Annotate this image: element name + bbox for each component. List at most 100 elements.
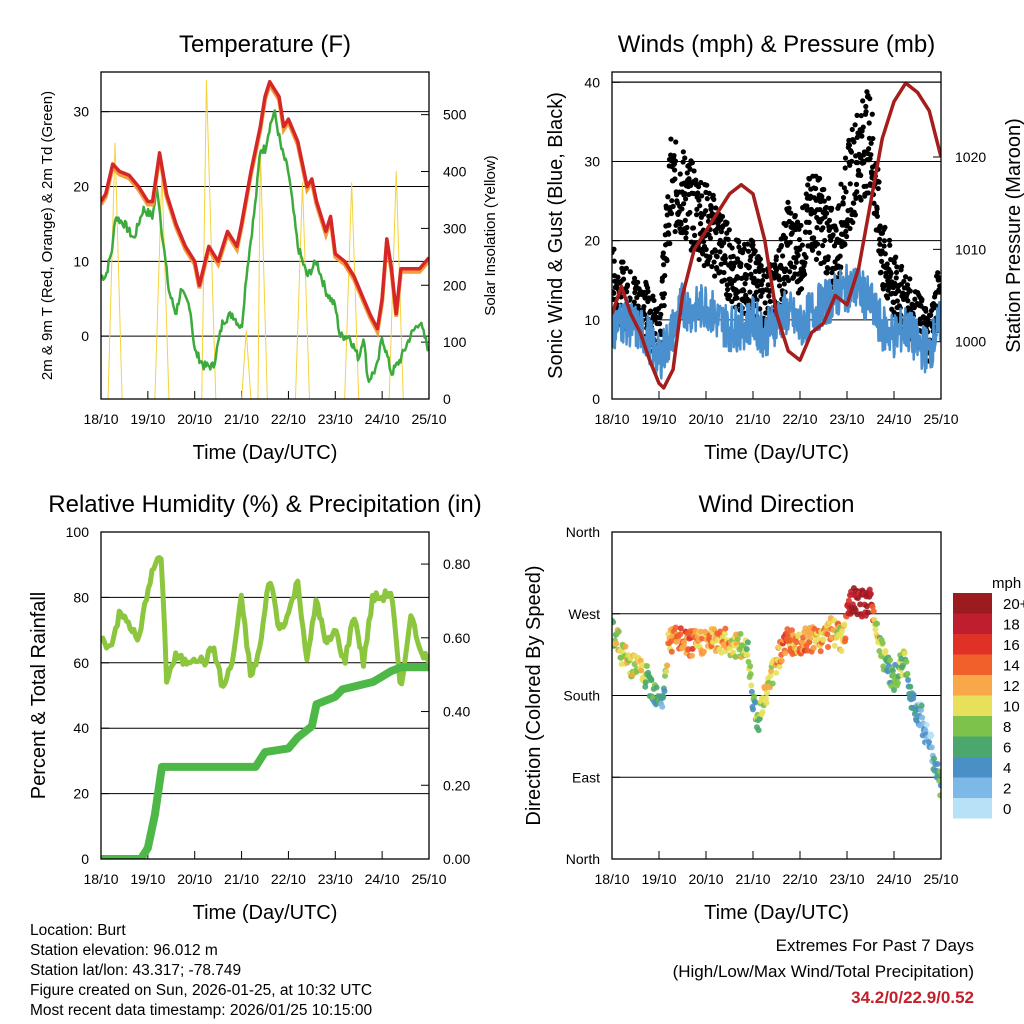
- gust-point: [697, 221, 704, 227]
- gust-point: [631, 275, 638, 281]
- gust-point: [794, 219, 801, 225]
- gust-point: [755, 278, 761, 284]
- gust-point: [883, 270, 889, 276]
- gust-point: [664, 258, 670, 264]
- gust-point: [805, 182, 811, 188]
- gust-point: [809, 247, 816, 253]
- direction-point: [923, 721, 930, 728]
- gust-point: [721, 269, 727, 276]
- gust-point: [796, 236, 803, 243]
- direction-point: [838, 648, 845, 655]
- direction-point: [784, 626, 791, 633]
- direction-point: [863, 603, 870, 610]
- gust-point: [664, 212, 670, 218]
- y-tick-label: 10: [73, 253, 89, 269]
- gust-point: [937, 288, 941, 294]
- gust-point: [854, 112, 860, 118]
- direction-point: [748, 688, 755, 695]
- gust-point: [762, 300, 768, 306]
- gust-point: [748, 271, 754, 277]
- gust-point: [766, 293, 772, 299]
- panel-0: Temperature (F) Time (Day/UTC) 2m & 9m T (…: [39, 31, 499, 464]
- gust-point: [620, 276, 627, 282]
- gust-point: [689, 159, 695, 166]
- gust-point: [826, 217, 833, 223]
- gust-point: [899, 263, 905, 270]
- gust-point: [859, 133, 865, 139]
- direction-point: [747, 671, 754, 678]
- gust-point: [670, 203, 676, 209]
- gust-point: [635, 303, 641, 309]
- direction-point: [810, 644, 817, 651]
- gust-point: [669, 198, 675, 204]
- gust-point: [822, 237, 828, 244]
- direction-point: [689, 652, 696, 659]
- gust-point: [615, 274, 621, 280]
- gust-point: [642, 295, 648, 301]
- gust-point: [719, 213, 726, 220]
- chart-title: Relative Humidity (%) & Precipitation (i…: [48, 491, 481, 518]
- created-text: Figure created on Sun, 2026-01-25, at 10…: [30, 982, 373, 999]
- gust-point: [892, 280, 898, 287]
- gust-point: [658, 311, 664, 317]
- gust-point: [806, 176, 813, 182]
- direction-point: [622, 643, 629, 650]
- gust-point: [895, 288, 902, 294]
- gust-point: [726, 227, 732, 233]
- direction-point: [918, 702, 925, 709]
- x-tick-label: 22/10: [271, 411, 306, 427]
- x-tick-label: 22/10: [782, 871, 817, 887]
- gust-point: [820, 242, 826, 249]
- gust-point: [788, 210, 794, 216]
- gust-point: [838, 264, 844, 270]
- gust-point: [842, 165, 848, 171]
- gust-point: [923, 308, 929, 314]
- gust-point: [867, 156, 873, 162]
- gust-point: [727, 292, 733, 299]
- direction-point: [744, 652, 751, 659]
- gust-point: [712, 248, 719, 254]
- gust-point: [881, 243, 887, 249]
- gust-point: [781, 281, 787, 287]
- y-tick-label: 0: [81, 328, 89, 344]
- direction-point: [615, 628, 622, 635]
- gust-point: [787, 269, 793, 275]
- gust-point: [796, 226, 802, 232]
- gust-point: [725, 236, 731, 242]
- direction-point: [778, 657, 785, 664]
- gust-point: [612, 290, 617, 296]
- legend-swatch: [953, 675, 992, 696]
- y-tick-label: 0: [81, 851, 89, 867]
- gust-point: [624, 282, 631, 288]
- x-tick-label: 18/10: [83, 871, 118, 887]
- gust-point: [680, 159, 686, 165]
- gust-point: [894, 298, 900, 304]
- extremes-values: 34.2/0/22.9/0.52: [851, 988, 974, 1007]
- gust-point: [631, 299, 637, 305]
- gust-point: [803, 254, 809, 261]
- legend-label: 4: [1003, 760, 1011, 777]
- gust-point: [765, 282, 771, 288]
- direction-point: [904, 670, 911, 677]
- gust-point: [830, 232, 836, 238]
- direction-point: [672, 624, 679, 631]
- x-tick-label: 18/10: [83, 411, 118, 427]
- gust-point: [904, 282, 911, 288]
- x-tick-label: 19/10: [130, 871, 165, 887]
- direction-point: [677, 625, 684, 632]
- y-axis-label: 2m & 9m T (Red, Orange) & 2m Td (Green): [39, 91, 56, 380]
- direction-point: [845, 597, 852, 604]
- gust-point: [746, 264, 752, 270]
- gust-point: [793, 259, 800, 265]
- direction-point: [743, 646, 750, 653]
- gust-point: [754, 297, 760, 303]
- direction-point: [824, 631, 831, 638]
- direction-point: [776, 663, 783, 670]
- direction-point: [773, 669, 780, 676]
- x-axis-label: Time (Day/UTC): [193, 902, 338, 924]
- gust-point: [816, 175, 823, 182]
- direction-point: [876, 648, 883, 655]
- direction-point: [759, 709, 766, 716]
- gust-point: [710, 192, 716, 198]
- y2-tick-label: 100: [443, 334, 467, 350]
